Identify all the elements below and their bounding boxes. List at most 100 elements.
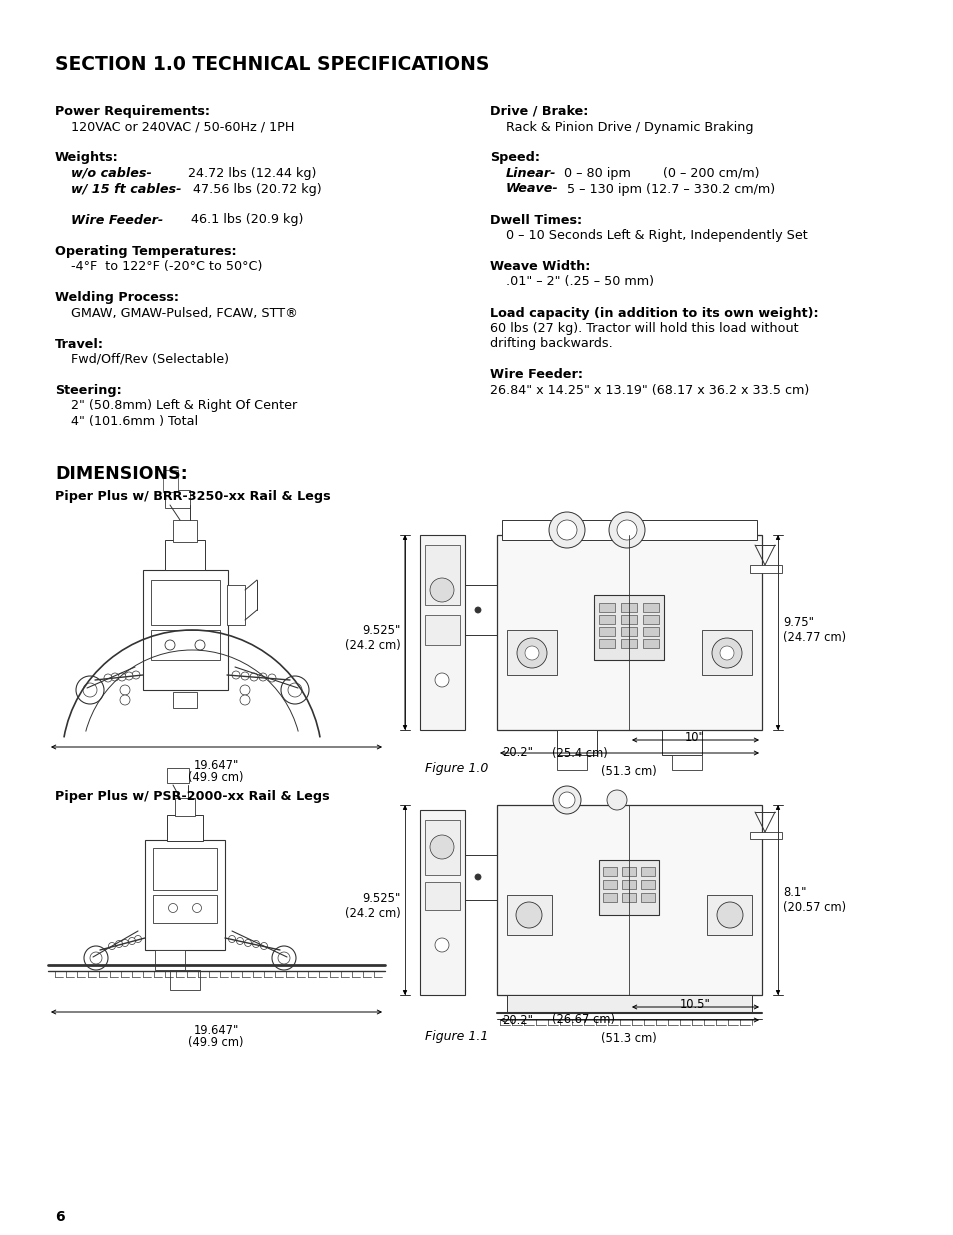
Bar <box>598 603 615 613</box>
Bar <box>167 815 203 841</box>
Bar <box>154 950 185 969</box>
Text: 19.647": 19.647" <box>193 1024 238 1037</box>
Circle shape <box>288 683 302 697</box>
Bar <box>598 627 615 636</box>
Circle shape <box>475 606 480 613</box>
Circle shape <box>104 674 112 682</box>
Text: (24.2 cm): (24.2 cm) <box>345 906 400 920</box>
Bar <box>165 490 190 508</box>
Circle shape <box>557 520 577 540</box>
Circle shape <box>475 874 480 881</box>
Circle shape <box>111 673 119 680</box>
Circle shape <box>430 835 454 860</box>
Bar <box>152 848 216 890</box>
Circle shape <box>84 946 108 969</box>
Text: Dwell Times:: Dwell Times: <box>490 214 581 226</box>
Circle shape <box>272 946 295 969</box>
Bar <box>424 882 459 910</box>
Text: 2" (50.8mm) Left & Right Of Center: 2" (50.8mm) Left & Right Of Center <box>55 399 297 412</box>
Text: Piper Plus w/ PSR-2000-xx Rail & Legs: Piper Plus w/ PSR-2000-xx Rail & Legs <box>55 790 330 803</box>
Text: Figure 1.0: Figure 1.0 <box>424 762 488 776</box>
Circle shape <box>617 520 637 540</box>
Circle shape <box>711 638 741 668</box>
Text: .01" – 2" (.25 – 50 mm): .01" – 2" (.25 – 50 mm) <box>490 275 654 289</box>
Text: 46.1 lbs (20.9 kg): 46.1 lbs (20.9 kg) <box>163 214 303 226</box>
Circle shape <box>258 673 267 680</box>
Bar <box>424 820 459 876</box>
Bar <box>598 615 615 624</box>
Text: (24.2 cm): (24.2 cm) <box>345 638 400 652</box>
Circle shape <box>118 673 126 680</box>
Bar <box>701 630 751 676</box>
Bar <box>170 969 200 990</box>
Circle shape <box>121 940 129 946</box>
Circle shape <box>193 904 201 913</box>
Text: Drive / Brake:: Drive / Brake: <box>490 105 588 119</box>
Text: 0 – 10 Seconds Left & Right, Independently Set: 0 – 10 Seconds Left & Right, Independent… <box>490 228 807 242</box>
Circle shape <box>120 695 130 705</box>
Text: drifting backwards.: drifting backwards. <box>490 337 612 351</box>
Text: Welding Process:: Welding Process: <box>55 291 179 304</box>
Circle shape <box>717 902 742 927</box>
Bar <box>602 867 617 876</box>
Circle shape <box>268 674 275 682</box>
Text: Weave Width:: Weave Width: <box>490 261 590 273</box>
Text: 9.525": 9.525" <box>362 624 400 636</box>
Text: Weave-: Weave- <box>505 183 558 195</box>
Bar <box>152 895 216 923</box>
Text: 20.2": 20.2" <box>501 1014 533 1026</box>
Text: 4" (101.6mm ) Total: 4" (101.6mm ) Total <box>55 415 198 429</box>
Bar <box>424 545 459 605</box>
Bar <box>602 893 617 902</box>
Circle shape <box>165 640 174 650</box>
Circle shape <box>277 952 290 965</box>
Bar <box>167 768 189 783</box>
Bar <box>640 881 655 889</box>
Bar <box>506 995 751 1013</box>
Text: 120VAC or 240VAC / 50-60Hz / 1PH: 120VAC or 240VAC / 50-60Hz / 1PH <box>55 121 294 133</box>
Bar <box>602 881 617 889</box>
Bar <box>557 755 586 769</box>
Text: 9.75": 9.75" <box>782 615 813 629</box>
Circle shape <box>125 672 132 680</box>
Text: 9.525": 9.525" <box>362 892 400 904</box>
Text: 5 – 130 ipm (12.7 – 330.2 cm/m): 5 – 130 ipm (12.7 – 330.2 cm/m) <box>558 183 774 195</box>
Bar <box>598 860 659 915</box>
Text: (25.4 cm): (25.4 cm) <box>552 746 607 760</box>
Text: GMAW, GMAW-Pulsed, FCAW, STT®: GMAW, GMAW-Pulsed, FCAW, STT® <box>55 306 297 320</box>
Circle shape <box>558 792 575 808</box>
Bar <box>143 571 228 690</box>
Circle shape <box>236 937 243 945</box>
Circle shape <box>608 513 644 548</box>
Text: Speed:: Speed: <box>490 152 539 164</box>
Text: Wire Feeder:: Wire Feeder: <box>490 368 582 382</box>
Circle shape <box>132 671 140 679</box>
Text: Travel:: Travel: <box>55 337 104 351</box>
Circle shape <box>232 671 240 679</box>
Circle shape <box>129 937 135 945</box>
Bar <box>621 867 636 876</box>
Text: 6: 6 <box>55 1210 65 1224</box>
Text: (49.9 cm): (49.9 cm) <box>188 1036 244 1049</box>
Bar <box>165 540 205 571</box>
Text: w/o cables-: w/o cables- <box>71 167 152 180</box>
Circle shape <box>240 695 250 705</box>
Text: 8.1": 8.1" <box>782 885 805 899</box>
Circle shape <box>241 672 249 680</box>
Text: 19.647": 19.647" <box>193 760 238 772</box>
Text: (51.3 cm): (51.3 cm) <box>600 764 657 778</box>
Bar <box>594 595 663 659</box>
Bar <box>598 638 615 648</box>
Circle shape <box>244 940 252 946</box>
Text: 10": 10" <box>684 731 704 743</box>
Text: SECTION 1.0 TECHNICAL SPECIFICATIONS: SECTION 1.0 TECHNICAL SPECIFICATIONS <box>55 56 489 74</box>
Bar <box>640 893 655 902</box>
Text: DIMENSIONS:: DIMENSIONS: <box>55 466 188 483</box>
Bar <box>419 535 464 730</box>
Circle shape <box>90 952 102 965</box>
Circle shape <box>720 646 733 659</box>
Text: Weights:: Weights: <box>55 152 118 164</box>
Bar <box>642 615 659 624</box>
Circle shape <box>83 683 97 697</box>
Circle shape <box>250 673 257 680</box>
